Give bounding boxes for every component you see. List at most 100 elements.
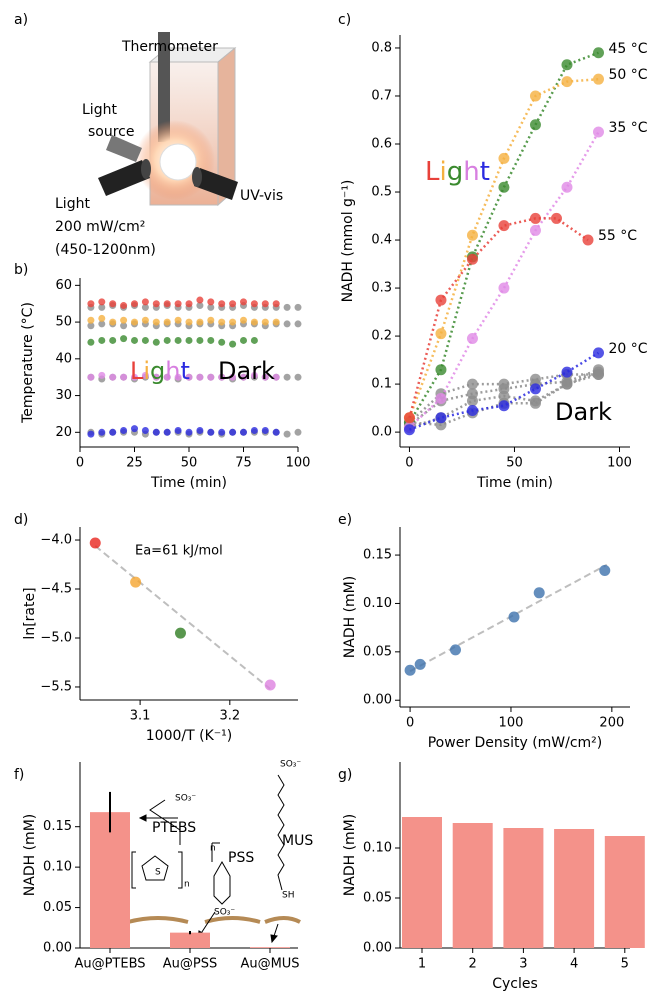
annotation: n [210,844,216,854]
annotation: SO₃⁻ [175,794,196,804]
y-tick-label: −5.5 [40,679,72,694]
arrow [270,923,279,944]
data-point [592,47,604,59]
y-tick-label: 0.1 [371,377,392,392]
y-tick-label: 0.0 [371,425,392,440]
detector-left-lens [141,159,151,179]
y-tick-label: −5.0 [40,630,72,645]
data-point [174,373,182,381]
data-point [207,316,215,324]
data-point [98,336,106,344]
data-point [498,152,510,164]
data-point [261,373,269,381]
x-tick-label: 0 [406,716,414,731]
data-point [89,537,101,549]
data-point [98,428,106,436]
data-point [163,300,171,308]
data-point [174,627,186,639]
data-point [196,426,204,434]
data-point [529,397,541,409]
data-point [294,373,302,381]
data-point [98,320,106,328]
data-point [207,298,215,306]
letter: h [165,357,180,385]
data-point [250,300,258,308]
data-point [120,302,128,310]
data-point [131,425,138,433]
data-point [529,90,541,102]
data-point [87,322,95,330]
annotation: PSS [228,850,254,866]
data-point [435,294,447,306]
data-point [109,336,117,344]
data-point [109,300,117,308]
data-point [196,373,204,381]
detector-right-lens [192,167,202,187]
panel-label: a) [14,12,28,28]
x-tick-label: 2 [469,957,477,972]
data-point [250,371,258,379]
bar [452,823,493,948]
data-point [599,565,611,577]
y-axis-label: Temperature (°C) [20,302,36,424]
data-point [272,318,280,326]
data-point [174,426,182,434]
bar [503,828,544,948]
x-tick-label: 50 [506,456,523,471]
letter: g [447,157,464,187]
data-point [533,587,545,599]
data-point [152,338,160,346]
data-point [109,318,117,326]
data-point [240,298,247,306]
data-point [529,383,541,395]
data-point [109,373,117,381]
data-point [261,426,269,434]
brackets [131,851,183,889]
y-tick-label: 0.6 [371,137,392,152]
data-point [87,373,95,381]
data-point [131,336,138,344]
panel-label: c) [338,12,351,28]
data-point [435,412,447,424]
data-point [529,119,541,131]
x-tick-label: 4 [570,957,578,972]
y-tick-label: 50 [55,315,72,330]
x-tick-label: 0 [76,456,84,471]
data-point [592,73,604,85]
bar [402,817,442,948]
x-tick-label: 5 [621,957,629,972]
data-point [120,335,128,343]
y-tick-label: 0.05 [363,891,392,906]
data-point [207,428,215,436]
x-tick-label: Au@PSS [163,957,217,972]
letter: g [150,357,165,385]
series-line [94,545,271,690]
panel-label: f) [14,767,24,783]
y-tick-label: 0.10 [363,596,392,611]
data-point [261,318,269,326]
x-axis-label: 1000/T (K⁻¹) [146,728,232,744]
data-point [120,426,128,434]
letter: i [440,157,447,187]
data-point [498,220,510,232]
data-point [229,373,237,381]
illustration-text: 200 mW/cm² [55,219,145,235]
data-point [207,336,215,344]
data-point [240,336,247,344]
data-point [466,229,478,241]
thiophene [141,855,169,881]
letter: t [480,157,490,187]
data-point [218,318,226,326]
chemistry [127,774,301,944]
data-point [561,59,573,71]
x-tick-label: 100 [499,716,524,731]
data-point [218,428,226,436]
y-tick-label: 0.05 [363,644,392,659]
data-point [152,300,160,308]
data-point [152,428,160,436]
data-point [498,181,510,193]
data-point [109,428,117,436]
data-point [185,318,193,326]
data-point [130,576,142,588]
data-point [185,336,193,344]
